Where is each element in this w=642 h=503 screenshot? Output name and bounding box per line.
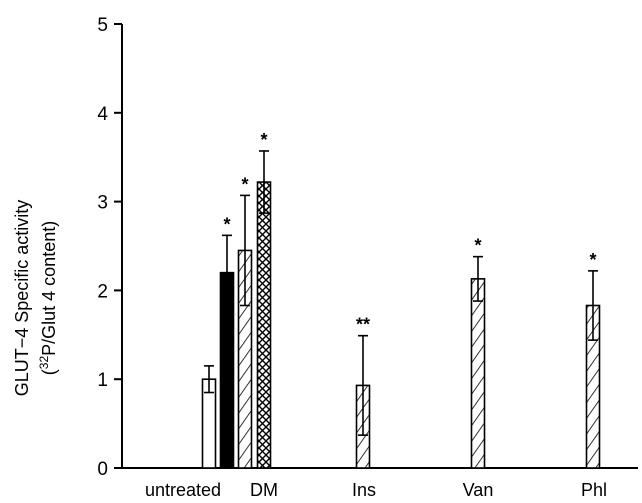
bars: ******* <box>201 130 601 469</box>
y-axis-label-line1: GLUT−4 Specific activity <box>12 200 32 397</box>
significance-marker-5: * <box>474 236 481 256</box>
y-tick-label-4: 4 <box>97 104 108 125</box>
y-tick-label-5: 5 <box>97 15 108 36</box>
y-axis-label-line2: (32P/Glut 4 content) <box>37 221 59 375</box>
y-tick-label-0: 0 <box>97 459 108 480</box>
y-tick-label-1: 1 <box>97 370 108 391</box>
category-label-untreated: untreated <box>145 480 221 500</box>
category-label-dm: DM <box>250 480 278 500</box>
bar-3 <box>256 181 272 469</box>
y-tick-label-2: 2 <box>97 281 108 302</box>
category-label-phl: Phl <box>581 480 607 500</box>
y-ticks: 0 1 2 3 4 5 <box>97 15 122 480</box>
category-label-van: Van <box>463 480 494 500</box>
y-tick-label-3: 3 <box>97 193 108 214</box>
significance-marker-2: * <box>241 174 248 194</box>
bar-5 <box>470 278 486 469</box>
category-label-ins: Ins <box>352 480 376 500</box>
significance-marker-1: * <box>223 214 230 234</box>
significance-marker-4: ** <box>356 315 370 335</box>
significance-marker-3: * <box>260 130 267 150</box>
significance-marker-6: * <box>589 250 596 270</box>
